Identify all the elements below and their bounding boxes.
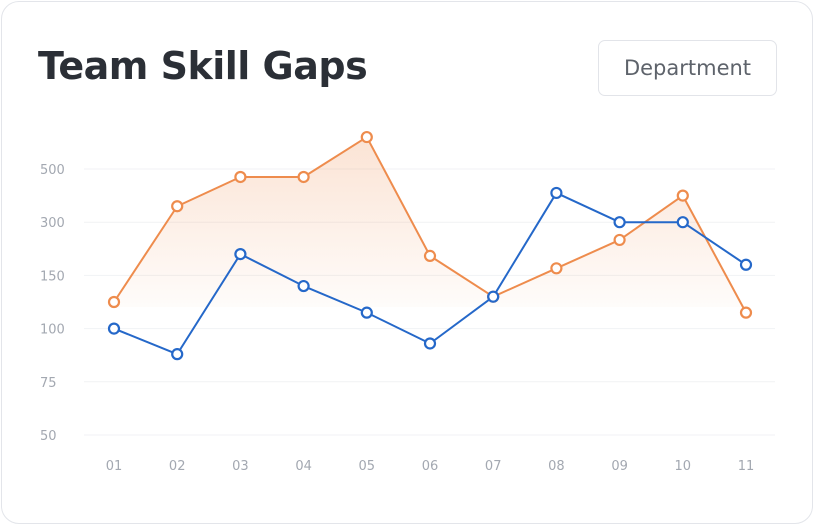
x-tick-label: 10 — [675, 459, 692, 474]
data-point[interactable] — [423, 337, 437, 350]
data-point[interactable] — [676, 216, 689, 229]
x-tick-label: 02 — [169, 459, 186, 474]
y-axis-ticks: 50 75 100 150 300 500 — [40, 163, 65, 444]
data-point[interactable] — [550, 262, 563, 275]
data-point[interactable] — [297, 279, 310, 293]
data-point[interactable] — [297, 170, 310, 184]
data-point[interactable] — [360, 306, 373, 319]
x-tick-label: 07 — [485, 459, 502, 474]
x-tick-label: 06 — [422, 459, 439, 474]
series-2 — [107, 186, 753, 361]
y-tick-label: 500 — [40, 163, 65, 178]
y-tick-label: 75 — [40, 376, 57, 391]
data-point[interactable] — [613, 233, 626, 247]
data-point[interactable] — [613, 216, 626, 229]
series-area — [114, 137, 746, 313]
data-point[interactable] — [107, 322, 121, 335]
y-tick-label: 150 — [40, 269, 65, 284]
x-tick-label: 11 — [738, 459, 755, 474]
data-point[interactable] — [234, 248, 247, 261]
y-tick-label: 300 — [40, 216, 65, 231]
data-point[interactable] — [171, 200, 184, 213]
data-point[interactable] — [171, 348, 184, 361]
series-layer — [107, 130, 753, 361]
data-point[interactable] — [739, 258, 753, 271]
data-point[interactable] — [487, 290, 500, 303]
x-tick-label: 08 — [548, 459, 565, 474]
x-tick-label: 05 — [359, 459, 376, 474]
data-point[interactable] — [550, 186, 563, 200]
y-tick-label: 100 — [40, 323, 65, 338]
data-point[interactable] — [234, 170, 247, 184]
y-tick-label: 50 — [40, 429, 57, 444]
data-point[interactable] — [360, 130, 373, 144]
x-tick-label: 09 — [611, 459, 628, 474]
data-point[interactable] — [739, 306, 753, 319]
series-1 — [107, 130, 753, 319]
x-tick-label: 03 — [232, 459, 249, 474]
chart-title: Team Skill Gaps — [38, 44, 368, 88]
department-filter-button[interactable]: Department — [598, 40, 777, 96]
data-point[interactable] — [107, 295, 121, 309]
data-point[interactable] — [676, 189, 689, 202]
x-tick-label: 04 — [295, 459, 312, 474]
x-tick-label: 01 — [106, 459, 123, 474]
x-axis-ticks: 01 02 03 04 05 06 07 08 09 10 11 — [106, 459, 755, 474]
data-point[interactable] — [423, 249, 437, 262]
